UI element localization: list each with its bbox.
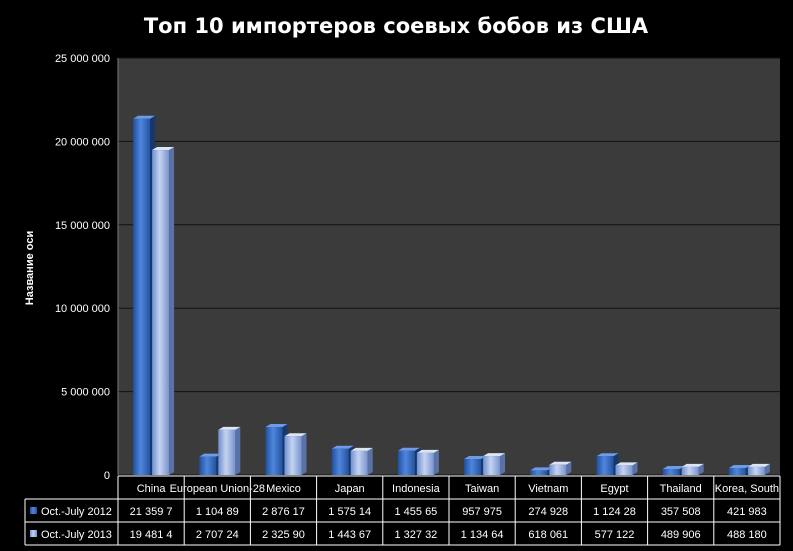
bar-top — [549, 461, 572, 465]
bar-top — [728, 464, 751, 468]
bar-top — [331, 445, 354, 449]
bar-top — [133, 115, 156, 119]
bar-top — [596, 453, 619, 457]
bar-top — [199, 453, 222, 457]
bar-top — [265, 424, 288, 428]
data-label: 1 327 32 — [394, 529, 437, 541]
bar-side — [235, 426, 241, 475]
data-label: 1 443 67 — [328, 529, 371, 541]
bar — [284, 436, 302, 475]
bar — [397, 450, 415, 475]
x-tick-label: Taiwan — [465, 483, 499, 495]
legend-label: Oct.-July 2013 — [41, 529, 112, 541]
bar — [728, 467, 746, 475]
data-label: 577 122 — [595, 529, 635, 541]
bar-top — [152, 147, 175, 151]
y-tick-label: 20 000 000 — [55, 136, 110, 148]
x-tick-label: Vietnam — [528, 483, 568, 495]
bar — [464, 459, 482, 475]
bar-side — [367, 447, 373, 475]
bar — [530, 470, 548, 475]
bar — [747, 466, 765, 475]
data-label: 488 180 — [727, 529, 767, 541]
data-label: 1 134 64 — [461, 529, 504, 541]
bar-side — [301, 433, 307, 475]
y-tick-label: 15 000 000 — [55, 220, 110, 232]
legend-key — [30, 530, 37, 537]
bar — [483, 456, 501, 475]
bar-top — [483, 453, 506, 457]
data-label: 21 359 7 — [130, 506, 173, 518]
data-label: 1 455 65 — [394, 506, 437, 518]
legend-key — [30, 507, 37, 514]
bar-top — [397, 447, 420, 451]
x-tick-label: European Union-28 — [170, 483, 265, 495]
data-label: 1 124 28 — [593, 506, 636, 518]
data-label: 489 906 — [661, 529, 701, 541]
bar-top — [218, 426, 241, 430]
bar-top — [681, 463, 704, 467]
bar-top — [464, 456, 487, 460]
bar-top — [350, 447, 373, 451]
data-label: 2 876 17 — [262, 506, 305, 518]
bar — [549, 464, 567, 475]
data-label: 19 481 4 — [130, 529, 173, 541]
legend-label: Oct.-July 2012 — [41, 506, 112, 518]
bar — [152, 150, 170, 476]
data-label: 421 983 — [727, 506, 767, 518]
x-tick-label: Indonesia — [392, 483, 441, 495]
bar-top — [662, 466, 685, 470]
bar — [133, 118, 151, 475]
y-tick-label: 0 — [104, 470, 110, 482]
x-tick-label: Korea, South — [715, 483, 779, 495]
data-label: 1 575 14 — [328, 506, 371, 518]
x-tick-label: Japan — [335, 483, 365, 495]
bar-side — [169, 147, 175, 476]
y-tick-label: 25 000 000 — [55, 53, 110, 65]
bar — [199, 456, 217, 475]
plot-area: 0 5 000 000 10 000 000 15 000 000 20 000 000… — [55, 53, 780, 482]
plot-background — [118, 58, 780, 475]
bar — [615, 465, 633, 475]
x-tick-label: China — [137, 483, 167, 495]
bar-side — [433, 449, 439, 475]
y-tick-label: 5 000 000 — [61, 387, 110, 399]
y-tick-label: 10 000 000 — [55, 303, 110, 315]
bar — [350, 450, 368, 475]
chart-title: Топ 10 импортеров соевых бобов из США — [144, 14, 649, 38]
bar — [416, 452, 434, 475]
data-label: 618 061 — [528, 529, 568, 541]
bar-side — [632, 462, 638, 475]
data-label: 357 508 — [661, 506, 701, 518]
bar — [681, 466, 699, 475]
bar — [662, 469, 680, 475]
x-tick-label: Mexico — [266, 483, 301, 495]
data-label: 2 707 24 — [196, 529, 239, 541]
bar-side — [764, 463, 770, 475]
bar-top — [530, 467, 553, 471]
bar-top — [416, 449, 439, 453]
bar — [331, 448, 349, 475]
data-label: 957 975 — [462, 506, 502, 518]
y-axis-title: Название оси — [24, 231, 36, 305]
bar-top — [615, 462, 638, 466]
bar-top — [747, 463, 770, 467]
bar-side — [566, 461, 572, 475]
bar-side — [500, 453, 506, 475]
data-label: 2 325 90 — [262, 529, 305, 541]
data-label: 274 928 — [528, 506, 568, 518]
bar — [596, 456, 614, 475]
data-table: China European Union-28 Mexico Japan Indones… — [24, 475, 781, 546]
bar — [218, 429, 236, 475]
data-label: 1 104 89 — [196, 506, 239, 518]
x-tick-label: Thailand — [660, 483, 702, 495]
bar-side — [698, 463, 704, 475]
bar — [265, 427, 283, 475]
bar-top — [284, 433, 307, 437]
x-tick-label: Egypt — [600, 483, 628, 495]
